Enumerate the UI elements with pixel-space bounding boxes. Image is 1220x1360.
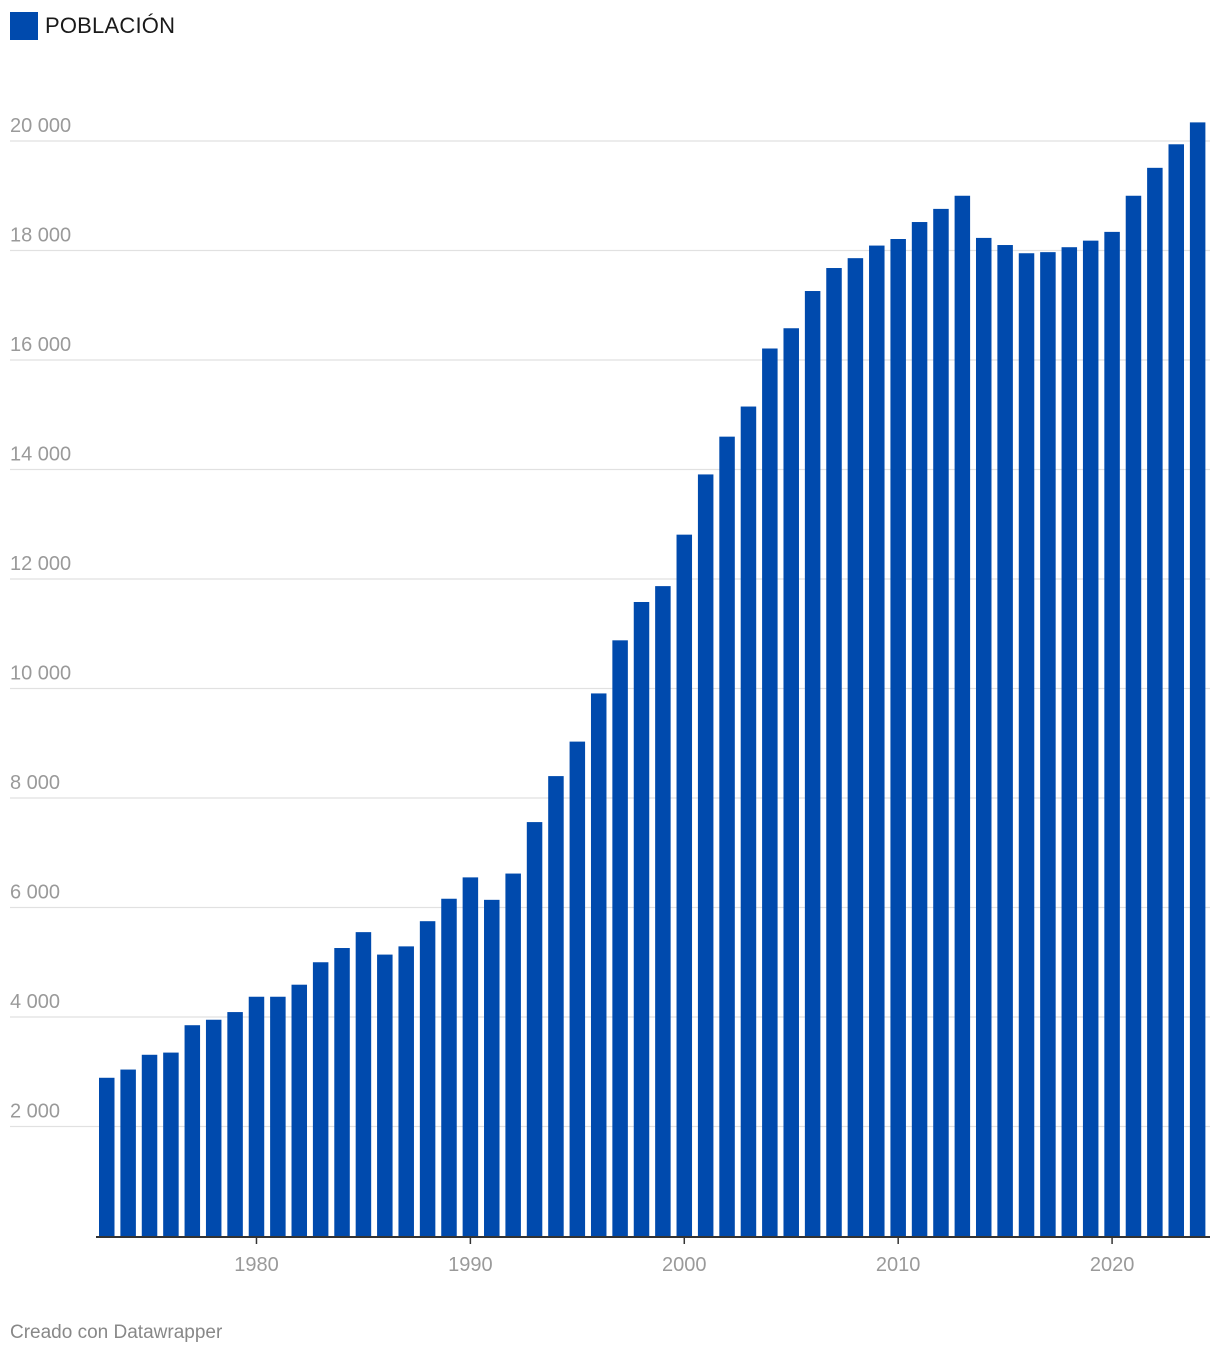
y-tick-label: 10 000 (10, 663, 71, 685)
y-tick-label: 2 000 (10, 1101, 60, 1123)
bar-2020 (1104, 231, 1120, 1236)
x-tick-label: 2020 (1090, 1254, 1135, 1276)
footer-credit: Creado con Datawrapper (10, 1322, 223, 1343)
bar-2013 (954, 195, 971, 1236)
chart-legend: POBLACIÓN (10, 12, 175, 40)
bar-2016 (1018, 253, 1035, 1237)
bar-2011 (911, 222, 928, 1236)
bar-1996 (590, 693, 607, 1236)
bar-2015 (997, 245, 1013, 1236)
x-tick-label: 1980 (234, 1254, 279, 1276)
x-tick-label: 2000 (662, 1254, 707, 1276)
bar-2014 (975, 237, 992, 1237)
x-tick-label: 1990 (448, 1254, 493, 1276)
bar-2001 (697, 474, 714, 1236)
bar-2018 (1061, 247, 1078, 1237)
bar-2009 (869, 245, 885, 1236)
bar-1983 (312, 962, 329, 1236)
bar-1978 (205, 1019, 222, 1236)
bar-1980 (248, 996, 265, 1236)
bar-1979 (227, 1012, 243, 1236)
bar-1997 (612, 640, 628, 1236)
bar-1982 (291, 984, 308, 1236)
legend-label: POBLACIÓN (45, 13, 176, 38)
bar-1977 (184, 1025, 201, 1236)
bar-2005 (783, 328, 799, 1236)
bar-1987 (398, 946, 414, 1236)
x-axis: 1980 1990 2000 2010 2020 (96, 1236, 1210, 1276)
bar-1988 (419, 921, 436, 1236)
bar-2004 (762, 348, 778, 1236)
bar-2012 (933, 208, 949, 1236)
y-tick-label: 4 000 (10, 991, 60, 1013)
bar-2003 (740, 406, 757, 1237)
legend-swatch (10, 12, 38, 40)
bar-2023 (1168, 144, 1184, 1236)
bar-2024 (1189, 122, 1206, 1236)
bar-2000 (676, 534, 693, 1236)
bar-1985 (355, 932, 372, 1236)
bar-1998 (633, 601, 650, 1236)
y-axis-tick-labels: 2 000 4 000 6 000 8 000 10 000 12 000 14 000 16… (10, 115, 71, 1123)
bar-2017 (1040, 252, 1056, 1236)
bar-2010 (890, 239, 906, 1236)
bar-1976 (163, 1052, 179, 1236)
y-tick-label: 20 000 (10, 115, 71, 137)
bar-1974 (120, 1069, 136, 1236)
bar-1984 (334, 948, 350, 1236)
bar-2022 (1147, 167, 1163, 1236)
bar-1999 (655, 586, 671, 1236)
bars (99, 122, 1206, 1237)
bar-2006 (804, 291, 821, 1236)
bar-2007 (826, 268, 842, 1236)
y-tick-label: 6 000 (10, 882, 60, 904)
bar-1981 (270, 996, 286, 1236)
y-tick-label: 8 000 (10, 772, 60, 794)
bar-1986 (377, 954, 393, 1236)
bar-2021 (1125, 195, 1142, 1236)
y-tick-label: 14 000 (10, 444, 71, 466)
bar-1994 (548, 776, 564, 1236)
y-tick-label: 12 000 (10, 553, 71, 575)
bar-1975 (141, 1054, 158, 1236)
bar-1995 (569, 741, 586, 1236)
bar-2008 (847, 258, 864, 1236)
bar-1973 (99, 1077, 115, 1236)
bar-2019 (1082, 240, 1099, 1236)
bar-1990 (462, 877, 479, 1236)
bar-1989 (441, 898, 457, 1236)
bar-1993 (526, 822, 543, 1236)
bar-1991 (484, 899, 500, 1236)
bar-2002 (719, 436, 735, 1236)
x-tick-label: 2010 (876, 1254, 921, 1276)
y-tick-label: 18 000 (10, 225, 71, 247)
bar-1992 (505, 873, 521, 1236)
y-tick-label: 16 000 (10, 334, 71, 356)
